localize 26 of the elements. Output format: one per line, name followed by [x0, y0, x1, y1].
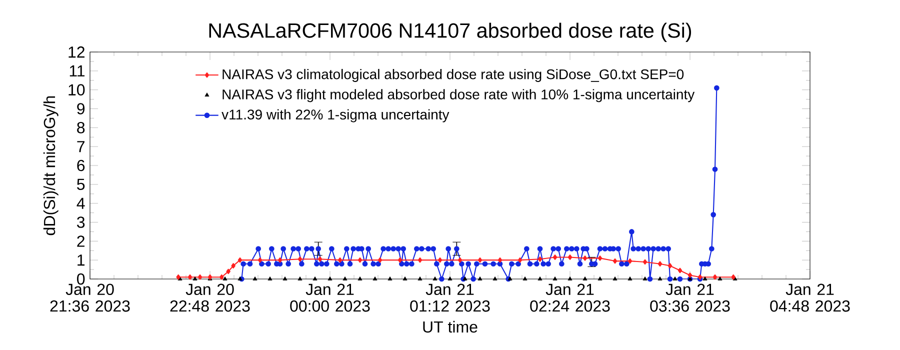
y-tick-label: 12 — [68, 46, 84, 58]
y-tick-label: 6 — [77, 160, 85, 172]
y-tick-label: 3 — [76, 216, 85, 228]
x-tick-label: Jan 20 22:48 2023 — [170, 284, 250, 312]
y-tick-label: 2 — [77, 236, 84, 247]
y-tick-label: 7 — [77, 141, 84, 152]
y-axis-title: dD(Si)/dt microGy/h — [43, 96, 58, 236]
y-tick-label: 1 — [78, 254, 85, 266]
x-tick-label: Jan 21 04:48 2023 — [770, 284, 850, 312]
y-tick-label: 10 — [68, 84, 85, 96]
y-tick-label: 4 — [76, 198, 85, 209]
x-tick-label: Jan 21 01:12 2023 — [410, 284, 490, 312]
x-axis-title: UT time — [423, 320, 478, 333]
y-tick-label: 5 — [77, 178, 85, 190]
y-tick-label: 8 — [77, 122, 85, 134]
x-tick-label: Jan 21 03:36 2023 — [650, 284, 730, 312]
chart-title: NASALaRCFM7006 N14107 absorbed dose rate (Si) — [209, 22, 692, 42]
x-tick-label: Jan 21 02:24 2023 — [530, 284, 610, 312]
legend-label: v11.39 with 22% 1-sigma uncertainty — [222, 109, 450, 122]
legend-label: NAIRAS v3 flight modeled absorbed dose rate with 10% 1-sigma uncertainty — [222, 89, 695, 102]
x-tick-label: Jan 21 00:00 2023 — [290, 284, 370, 312]
y-tick-label: 11 — [70, 65, 85, 76]
legend-label: NAIRAS v3 climatological absorbed dose rate using SiDose_G0.txt SEP=0 — [222, 68, 684, 82]
y-tick-label: 0 — [77, 273, 85, 285]
x-tick-label: Jan 20 21:36 2023 — [50, 284, 130, 312]
y-tick-label: 9 — [77, 103, 85, 114]
